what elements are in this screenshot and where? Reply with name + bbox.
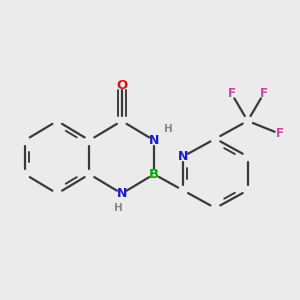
Text: H: H — [164, 124, 173, 134]
Text: F: F — [260, 87, 268, 100]
Text: O: O — [116, 79, 128, 92]
Text: N: N — [178, 150, 188, 163]
Text: F: F — [276, 128, 284, 140]
Text: F: F — [227, 87, 236, 100]
Text: H: H — [114, 203, 123, 213]
Text: N: N — [149, 134, 159, 147]
Text: B: B — [149, 168, 159, 181]
Text: N: N — [117, 187, 127, 200]
